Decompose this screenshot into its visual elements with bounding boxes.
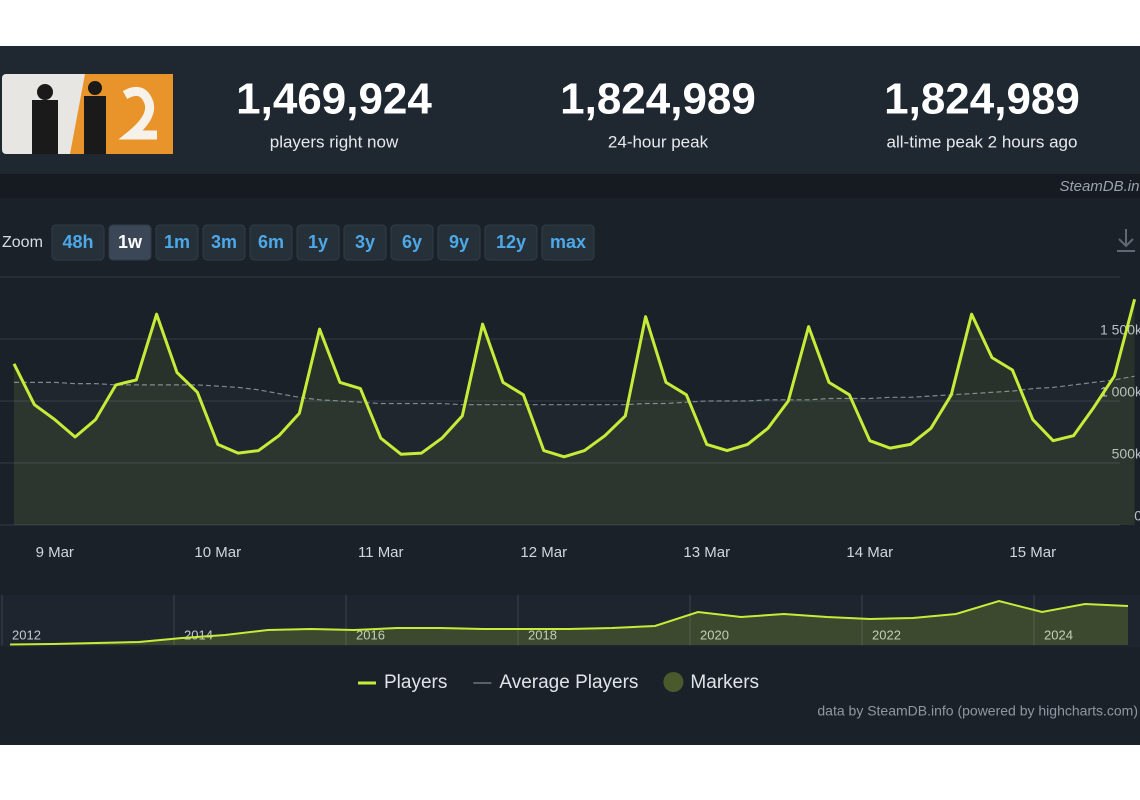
y-tick-label: 500k (1112, 446, 1140, 462)
zoom-button[interactable] (390, 224, 434, 261)
stat-label: all-time peak 2 hours ago (887, 132, 1078, 151)
navigator-label: 2012 (12, 627, 41, 642)
navigator-label: 2014 (184, 627, 213, 642)
legend-label: Markers (690, 672, 759, 693)
zoom-button[interactable] (343, 224, 387, 261)
zoom-button-label[interactable]: 1m (164, 232, 190, 252)
zoom-button-label[interactable]: 1y (308, 232, 328, 252)
series-line (14, 375, 1135, 406)
navigator-label: 2020 (700, 627, 729, 642)
zoom-button[interactable] (249, 224, 293, 261)
x-tick-label: 11 Mar (358, 544, 404, 561)
x-tick-label: 12 Mar (520, 544, 567, 561)
y-tick-label: 0 (1134, 508, 1140, 524)
x-tick-label: 10 Mar (194, 544, 241, 561)
legend-swatch (663, 672, 684, 692)
zoom-button-label[interactable]: 3y (355, 232, 375, 252)
x-tick-label: 13 Mar (683, 544, 730, 561)
download-icon (1117, 229, 1135, 252)
stat-value: 1,824,989 (560, 75, 756, 124)
navigator-label: 2018 (528, 627, 557, 642)
zoom-button[interactable] (51, 224, 105, 261)
zoom-buttons: 48h 1w 1m 3m 6m 1y 3y 6y 9y 12y max (51, 224, 595, 261)
navigator-label: 2022 (872, 627, 901, 642)
watermark: SteamDB.info (1059, 178, 1140, 195)
y-tick-label: 1 500k (1100, 322, 1140, 338)
navigator-line (9, 599, 1129, 646)
stat-label: 24-hour peak (608, 132, 709, 151)
series-line (12, 298, 1137, 459)
zoom-button-label[interactable]: 48h (62, 232, 93, 252)
navigator-label: 2024 (1044, 627, 1073, 642)
header-bar (0, 46, 1140, 174)
zoom-label: Zoom (2, 234, 43, 251)
series-area (14, 299, 1135, 525)
x-tick-label: 9 Mar (36, 544, 74, 561)
x-tick-label: 14 Mar (846, 544, 893, 561)
stat-value: 1,469,924 (236, 75, 432, 124)
game-logo (2, 74, 173, 154)
zoom-button-label[interactable]: 1w (118, 232, 143, 252)
credits: data by SteamDB.info (powered by highcha… (817, 703, 1138, 719)
watermark-bar (0, 174, 1140, 198)
zoom-button[interactable] (202, 224, 246, 261)
zoom-button-label[interactable]: 6m (258, 232, 284, 252)
navigator-area (10, 601, 1128, 645)
legend-label: Average Players (499, 672, 638, 693)
series-area (14, 376, 1135, 525)
x-tick-label: 15 Mar (1009, 544, 1056, 561)
stat-label: players right now (270, 132, 399, 151)
y-tick-label: 1 000k (1100, 384, 1140, 400)
legend: Players Average Players Markers (358, 672, 759, 693)
zoom-button[interactable] (108, 224, 152, 261)
zoom-button-label[interactable]: 6y (402, 232, 422, 252)
zoom-button[interactable] (484, 224, 538, 261)
zoom-button-label[interactable]: max (550, 232, 586, 252)
zoom-button[interactable] (155, 224, 199, 261)
zoom-button[interactable] (296, 224, 340, 261)
stat-value: 1,824,989 (884, 75, 1080, 124)
zoom-button-label[interactable]: 3m (211, 232, 237, 252)
legend-label: Players (384, 672, 447, 693)
navigator: 2012 2014 2016 2018 2020 2022 2024 (1, 595, 1129, 646)
main-chart: 0 500k 1 000k 1 500k 9 Mar 10 Mar 11 Mar 12 Mar… (0, 298, 1140, 561)
zoom-button[interactable] (437, 224, 481, 261)
zoom-button[interactable] (541, 224, 595, 261)
navigator-label: 2016 (356, 627, 385, 642)
zoom-button-label[interactable]: 12y (496, 232, 526, 252)
zoom-button-label[interactable]: 9y (449, 232, 469, 252)
